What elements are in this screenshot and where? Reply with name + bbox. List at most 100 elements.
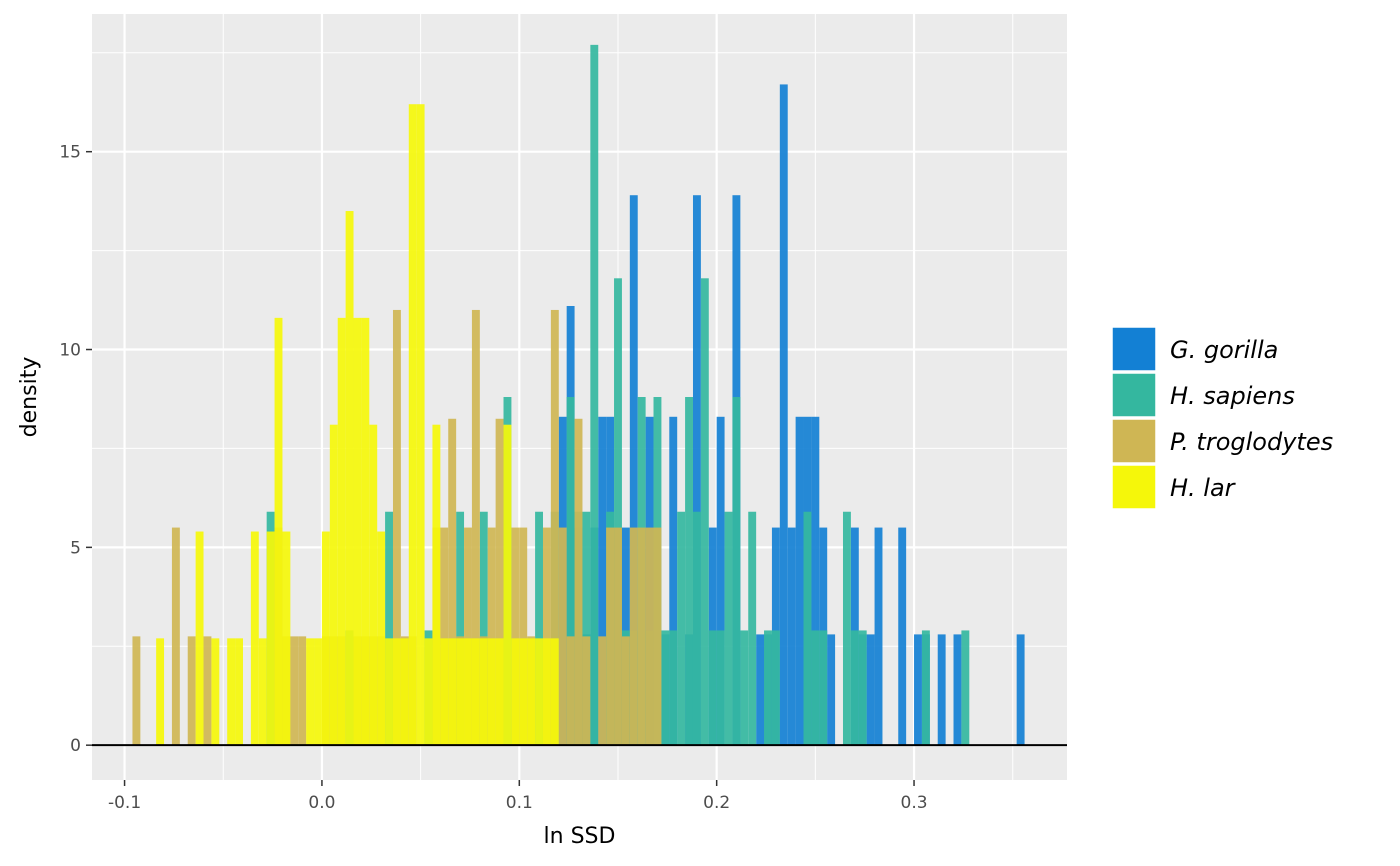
histogram-bar <box>803 511 812 746</box>
x-axis: -0.1 0.0 0.1 0.2 0.3 <box>108 780 928 813</box>
histogram-bar <box>519 527 528 746</box>
x-tick-label: 0.0 <box>308 793 335 813</box>
histogram-bar <box>306 638 315 746</box>
x-tick-label: 0.1 <box>506 793 533 813</box>
histogram-bar <box>669 416 678 746</box>
histogram-bar <box>337 317 346 746</box>
histogram-bar <box>479 511 488 746</box>
histogram-bar <box>921 630 930 746</box>
histogram-bar <box>282 531 291 746</box>
histogram-bar <box>203 636 212 746</box>
histogram-bar <box>132 636 141 746</box>
histogram-bar <box>369 424 378 746</box>
histogram-bar <box>574 418 583 746</box>
histogram-bar <box>606 527 615 746</box>
histogram-bar <box>779 84 788 746</box>
histogram-bar <box>582 511 591 746</box>
histogram-bar <box>519 638 528 746</box>
histogram-bar <box>685 397 693 746</box>
histogram-bar <box>661 630 670 746</box>
histogram-bar <box>321 531 330 746</box>
histogram-bar <box>416 104 425 746</box>
histogram-bar <box>850 630 859 746</box>
histogram-bar <box>195 531 204 746</box>
histogram-bar <box>874 527 883 746</box>
y-axis: 0 5 10 15 <box>59 143 92 756</box>
histogram-bar <box>511 638 520 746</box>
histogram-bar <box>408 104 417 746</box>
histogram-bar <box>787 527 796 746</box>
histogram-bar <box>692 511 701 746</box>
legend-key <box>1111 418 1157 464</box>
histogram-bar <box>448 418 457 746</box>
histogram-bar <box>795 416 804 746</box>
histogram-bar <box>621 636 630 746</box>
series-h-lar <box>156 104 559 746</box>
y-tick-label: 10 <box>59 341 81 361</box>
legend-label: H. sapiens <box>1170 382 1295 410</box>
histogram-bar <box>716 630 725 746</box>
histogram-bar <box>740 630 749 746</box>
histogram-bar <box>598 636 607 746</box>
histogram-bar <box>495 418 504 746</box>
histogram-bar <box>266 531 275 746</box>
legend-key <box>1111 326 1157 372</box>
histogram-bar <box>471 638 480 746</box>
histogram-bar <box>866 634 875 746</box>
histogram-bar <box>400 638 409 746</box>
histogram-bar <box>274 317 283 746</box>
histogram-bar <box>456 511 465 746</box>
histogram-bar <box>392 638 401 746</box>
histogram-bar <box>724 511 733 746</box>
histogram-bar <box>732 397 741 746</box>
y-tick-label: 5 <box>70 538 81 558</box>
histogram-bar <box>542 638 551 746</box>
histogram-bar <box>495 638 504 746</box>
histogram-bar <box>937 634 946 746</box>
histogram-bar <box>345 211 354 746</box>
histogram-bar <box>385 511 393 746</box>
histogram-bar <box>590 44 599 746</box>
histogram-bar <box>748 511 757 746</box>
histogram-bar <box>677 511 686 746</box>
histogram-bar <box>653 527 662 746</box>
histogram-bar <box>464 638 472 746</box>
histogram-bar <box>566 636 575 746</box>
histogram-bar <box>211 638 220 746</box>
histogram-bar <box>645 527 654 746</box>
histogram-bar <box>898 527 907 746</box>
legend-label: P. troglodytes <box>1170 428 1333 456</box>
histogram-bar <box>456 638 465 746</box>
legend-label: G. gorilla <box>1170 336 1278 364</box>
histogram-bar <box>914 634 922 746</box>
legend-key <box>1111 372 1157 418</box>
histogram-bar <box>614 278 622 746</box>
histogram-bar <box>511 527 520 746</box>
histogram-bars <box>132 44 1025 746</box>
histogram-bar <box>756 634 765 746</box>
histogram-bar <box>827 634 836 746</box>
histogram-bar <box>582 636 591 746</box>
histogram-bar <box>692 195 701 746</box>
histogram-bar <box>329 424 338 746</box>
legend-item: P. troglodytes <box>1111 418 1333 464</box>
histogram-bar <box>487 527 496 746</box>
histogram-bar <box>503 424 512 746</box>
histogram-bar <box>440 638 449 746</box>
histogram-bar <box>392 309 401 746</box>
histogram-bar <box>842 511 851 746</box>
histogram-bar <box>171 527 180 746</box>
histogram-bar <box>424 638 433 746</box>
histogram-bar <box>1016 634 1025 746</box>
x-tick-label: -0.1 <box>108 793 141 813</box>
y-tick-label: 15 <box>59 143 81 163</box>
histogram-bar <box>716 416 725 746</box>
histogram-bar <box>353 317 362 746</box>
legend-item: H. lar <box>1111 464 1237 510</box>
histogram-bar <box>961 630 970 746</box>
histogram-bar <box>464 527 472 746</box>
histogram-bar <box>764 630 772 746</box>
histogram-bar <box>440 527 449 746</box>
histogram-bar <box>811 416 820 746</box>
